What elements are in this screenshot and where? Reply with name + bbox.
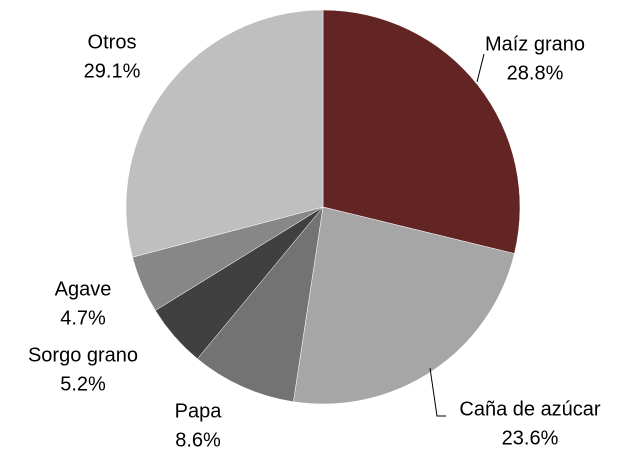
- slice-label: Otros: [88, 31, 137, 53]
- slice-label: Maíz grano: [485, 33, 585, 55]
- slice-value-label: 5.2%: [60, 373, 106, 395]
- slice-value-label: 23.6%: [502, 427, 559, 449]
- slice-label: Caña de azúcar: [459, 398, 601, 420]
- pie-slice: [197, 206, 324, 403]
- leader-line: [476, 53, 485, 83]
- leader-line: [429, 367, 446, 417]
- slice-label: Agave: [55, 278, 112, 300]
- pie-slice: [293, 206, 515, 405]
- slice-value-label: 28.8%: [507, 62, 564, 84]
- slice-label: Papa: [175, 400, 223, 422]
- slice-label: Sorgo grano: [28, 344, 138, 366]
- slice-value-label: 29.1%: [84, 60, 141, 82]
- slice-value-label: 4.7%: [60, 307, 106, 329]
- pie-slice: [125, 9, 324, 258]
- slice-value-label: 8.6%: [175, 429, 221, 451]
- pie-slice: [322, 9, 521, 254]
